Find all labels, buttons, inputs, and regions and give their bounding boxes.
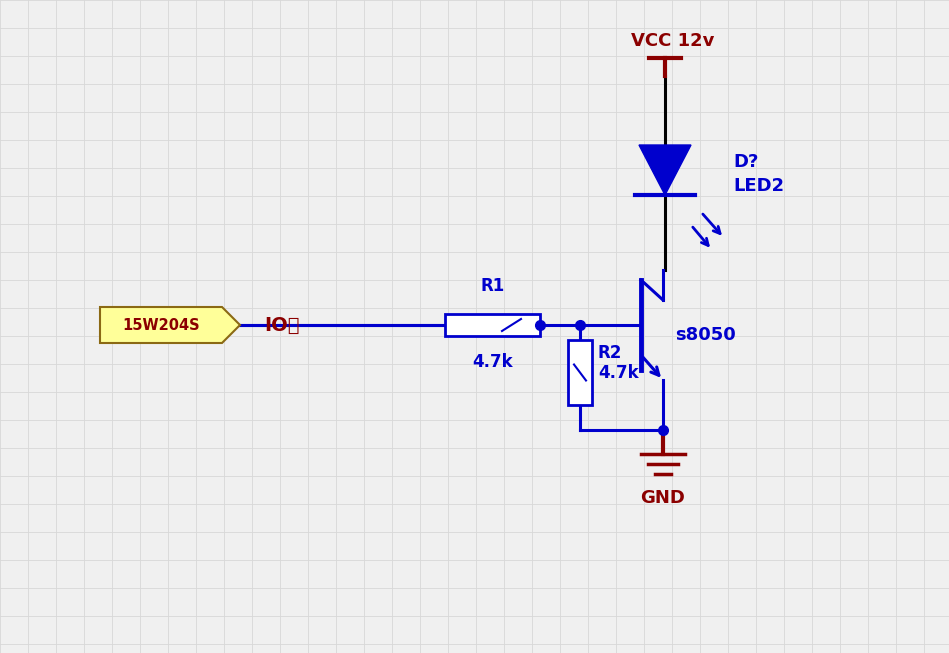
Polygon shape — [639, 145, 691, 195]
Bar — [568, 340, 592, 405]
Text: 15W204S: 15W204S — [122, 317, 200, 332]
Text: LED2: LED2 — [733, 177, 784, 195]
Text: R2: R2 — [598, 344, 623, 362]
Polygon shape — [100, 307, 240, 343]
Text: s8050: s8050 — [675, 326, 735, 344]
Bar — [445, 314, 540, 336]
Text: D?: D? — [733, 153, 758, 171]
Text: 4.7k: 4.7k — [598, 364, 639, 382]
Text: VCC 12v: VCC 12v — [631, 32, 715, 50]
Text: IO口: IO口 — [264, 315, 300, 334]
Text: 4.7k: 4.7k — [473, 353, 512, 371]
Text: R1: R1 — [480, 277, 505, 295]
Text: GND: GND — [641, 489, 685, 507]
